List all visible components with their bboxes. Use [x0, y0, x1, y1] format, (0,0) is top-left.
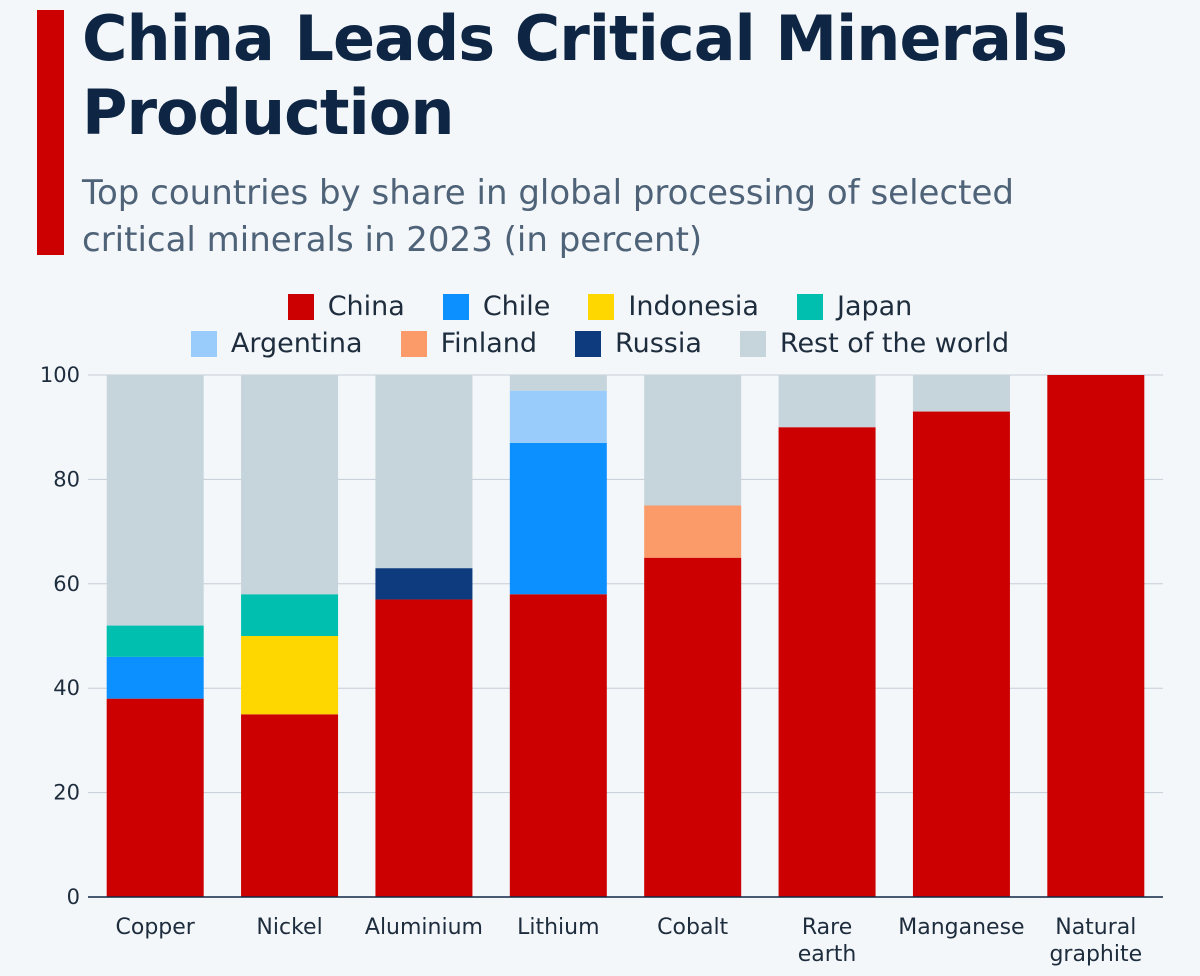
legend-swatch-chile	[442, 293, 469, 320]
x-category-label-line: earth	[798, 942, 857, 967]
x-category-label-line: Manganese	[898, 915, 1024, 940]
legend-swatch-finland	[400, 330, 427, 357]
bar-segment-china-1	[241, 714, 339, 897]
x-category-label-line: graphite	[1049, 942, 1142, 967]
x-category-label: Copper	[116, 915, 196, 940]
legend-swatch-russia	[575, 330, 602, 357]
bar-segment-russia-2	[375, 568, 473, 600]
x-category-label-line: Natural	[1055, 915, 1136, 940]
chart-subtitle: Top countries by share in global process…	[82, 173, 1014, 260]
legend-item-finland: Finland	[400, 328, 538, 359]
legend-item-rest-of-world: Rest of the world	[739, 328, 1010, 359]
legend-label-argentina: Argentina	[230, 328, 363, 359]
x-category-label: Cobalt	[657, 915, 728, 940]
bar-segment-rest-4	[644, 375, 742, 506]
y-tick-label: 80	[53, 467, 80, 491]
legend-label-japan: Japan	[836, 291, 913, 322]
stacked-bar-chart: 0 20 40 60 80 100 Copper Nickel Aluminium Lithium…	[40, 363, 1163, 967]
axes: 0 20 40 60 80 100 Copper Nickel Aluminium Lithium…	[40, 363, 1163, 967]
legend-item-japan: Japan	[796, 291, 913, 322]
legend-label-russia: Russia	[615, 328, 702, 359]
x-category-label-line: Rare	[802, 915, 852, 940]
x-category-label-line: Cobalt	[657, 915, 728, 940]
bar-segment-rest-6	[912, 375, 1010, 412]
bars	[106, 375, 1145, 897]
bar-segment-indonesia-1	[241, 636, 339, 715]
bar-segment-china-2	[375, 599, 473, 897]
x-category-label-line: Nickel	[256, 915, 322, 940]
x-category-label-line: Aluminium	[365, 915, 483, 940]
x-category-label: Manganese	[898, 915, 1024, 940]
bar-segment-china-5	[778, 427, 876, 897]
y-tick-label: 60	[53, 572, 80, 596]
bar-segment-rest-0	[106, 375, 204, 626]
bar-segment-rest-3	[509, 375, 607, 391]
legend-label-finland: Finland	[440, 328, 538, 359]
legend-swatch-japan	[796, 293, 823, 320]
bar-segment-chile-3	[509, 442, 607, 595]
x-category-label: Nickel	[256, 915, 322, 940]
legend-item-russia: Russia	[575, 328, 702, 359]
x-category-label-line: Copper	[116, 915, 196, 940]
legend-swatch-china	[287, 293, 314, 320]
bar-segment-china-6	[912, 411, 1010, 897]
legend-row-2: Argentina Finland Russia Rest of the wor…	[0, 325, 1200, 362]
legend-swatch-rest-of-world	[739, 330, 766, 357]
x-category-label: Rare earth	[798, 915, 857, 967]
legend-label-indonesia: Indonesia	[628, 291, 759, 322]
bar-segment-china-7	[1047, 375, 1145, 897]
legend-item-chile: Chile	[442, 291, 551, 322]
y-tick-label: 0	[67, 885, 80, 909]
legend-label-rest-of-world: Rest of the world	[779, 328, 1010, 359]
y-tick-label: 20	[53, 781, 80, 805]
legend-item-argentina: Argentina	[190, 328, 363, 359]
x-category-label: Aluminium	[365, 915, 483, 940]
x-category-label-line: Lithium	[517, 915, 599, 940]
bar-segment-china-4	[644, 557, 742, 897]
y-tick-label: 40	[53, 676, 80, 700]
bar-segment-rest-5	[778, 375, 876, 428]
bar-segment-finland-4	[644, 505, 742, 558]
legend-swatch-indonesia	[588, 293, 615, 320]
chart-title: China Leads Critical Minerals Production	[82, 2, 1068, 149]
bar-segment-rest-1	[241, 375, 339, 595]
x-category-label: Natural graphite	[1049, 915, 1142, 967]
bar-segment-japan-0	[106, 625, 204, 657]
legend-item-indonesia: Indonesia	[588, 291, 759, 322]
y-tick-label: 100	[40, 363, 80, 387]
bar-segment-rest-2	[375, 375, 473, 569]
bar-segment-china-0	[106, 698, 204, 897]
legend-item-china: China	[287, 291, 405, 322]
title-accent-bar	[37, 10, 64, 255]
bar-segment-japan-1	[241, 594, 339, 636]
legend: China Chile Indonesia Japan Argentina Fi…	[0, 288, 1200, 362]
legend-label-china: China	[327, 291, 405, 322]
legend-swatch-argentina	[190, 330, 217, 357]
bar-segment-china-3	[509, 594, 607, 897]
legend-label-chile: Chile	[482, 291, 551, 322]
legend-row-1: China Chile Indonesia Japan	[0, 288, 1200, 325]
bar-segment-argentina-3	[509, 390, 607, 443]
bar-segment-chile-0	[106, 656, 204, 699]
x-category-label: Lithium	[517, 915, 599, 940]
